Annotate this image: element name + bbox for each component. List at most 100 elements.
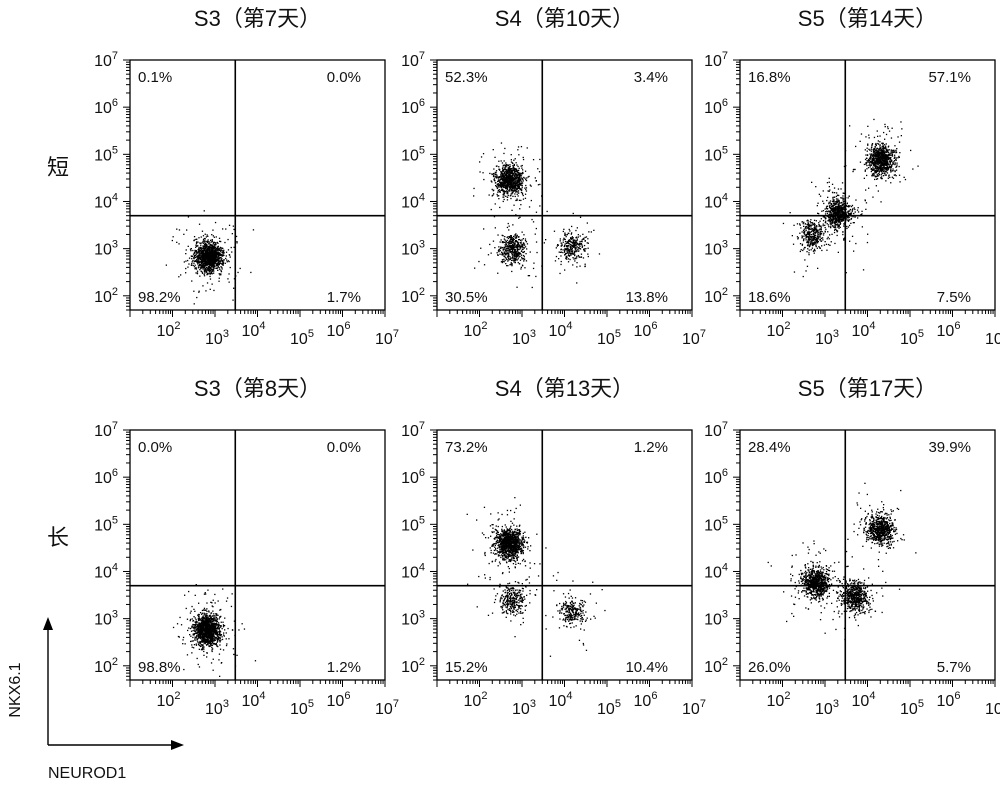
- event-dot: [838, 228, 839, 229]
- event-dot: [221, 249, 222, 250]
- event-dot: [502, 183, 503, 184]
- event-dot: [186, 249, 187, 250]
- event-dot: [501, 186, 502, 187]
- event-dot: [560, 240, 561, 241]
- event-dot: [504, 175, 505, 176]
- event-dot: [517, 149, 518, 150]
- scatter-panel: S4（第10天）52.3%3.4%30.5%13.8%1021021031031…: [401, 6, 706, 348]
- event-dot: [573, 246, 574, 247]
- event-dot: [221, 267, 222, 268]
- x-tick-label: 105: [597, 328, 621, 348]
- event-dot: [522, 265, 523, 266]
- event-dot: [508, 170, 509, 171]
- event-dot: [817, 268, 818, 269]
- event-dot: [819, 194, 820, 195]
- event-dot: [827, 208, 828, 209]
- event-dot: [580, 217, 581, 218]
- event-dot: [559, 273, 560, 274]
- event-dot: [882, 143, 883, 144]
- event-dot: [830, 222, 831, 223]
- event-dot: [877, 164, 878, 165]
- event-dot: [896, 164, 897, 165]
- event-dot: [498, 179, 499, 180]
- event-dot: [522, 182, 523, 183]
- event-dot: [515, 250, 516, 251]
- event-dot: [887, 172, 888, 173]
- event-dot: [827, 211, 828, 212]
- event-dot: [888, 168, 889, 169]
- event-dot: [884, 155, 885, 156]
- event-dot: [522, 252, 523, 253]
- event-dot: [221, 271, 222, 272]
- event-dot: [218, 256, 219, 257]
- event-dot: [218, 260, 219, 261]
- event-dot: [802, 221, 803, 222]
- event-dot: [865, 149, 866, 150]
- event-dot: [579, 241, 580, 242]
- event-dot: [523, 177, 524, 178]
- event-dot: [218, 261, 219, 262]
- event-dot: [208, 257, 209, 258]
- event-dot: [518, 154, 519, 155]
- event-dot: [883, 149, 884, 150]
- event-dot: [502, 162, 503, 163]
- event-dot: [215, 244, 216, 245]
- event-dot: [875, 170, 876, 171]
- event-dot: [890, 164, 891, 165]
- y-tick-label: 107: [401, 50, 425, 70]
- event-dot: [828, 217, 829, 218]
- event-dot: [187, 260, 188, 261]
- event-dot: [522, 187, 523, 188]
- event-dot: [523, 199, 524, 200]
- event-dot: [567, 241, 568, 242]
- event-dot: [491, 209, 492, 210]
- event-dot: [894, 160, 895, 161]
- event-dot: [230, 267, 231, 268]
- event-dot: [588, 231, 589, 232]
- event-dot: [880, 153, 881, 154]
- event-dot: [885, 154, 886, 155]
- event-dot: [872, 197, 873, 198]
- event-dot: [502, 168, 503, 169]
- event-dot: [889, 175, 890, 176]
- event-dot: [215, 222, 216, 223]
- event-dot: [493, 149, 494, 150]
- event-dot: [517, 246, 518, 247]
- event-dot: [874, 174, 875, 175]
- event-dot: [179, 229, 180, 230]
- event-dot: [195, 257, 196, 258]
- event-dot: [219, 250, 220, 251]
- event-dot: [884, 163, 885, 164]
- event-dot: [185, 261, 186, 262]
- event-dot: [848, 206, 849, 207]
- event-dot: [830, 208, 831, 209]
- event-dot: [866, 160, 867, 161]
- event-dot: [494, 247, 495, 248]
- event-dot: [899, 157, 900, 158]
- event-dot: [842, 209, 843, 210]
- event-dot: [569, 259, 570, 260]
- event-dot: [214, 260, 215, 261]
- event-dot: [586, 236, 587, 237]
- event-dot: [837, 208, 838, 209]
- event-dot: [517, 250, 518, 251]
- event-dot: [518, 185, 519, 186]
- event-dot: [826, 200, 827, 201]
- event-dot: [521, 190, 522, 191]
- event-dot: [912, 168, 913, 169]
- event-dot: [474, 268, 475, 269]
- event-dot: [495, 172, 496, 173]
- event-dot: [871, 147, 872, 148]
- event-dot: [513, 182, 514, 183]
- event-dot: [887, 159, 888, 160]
- event-dot: [835, 206, 836, 207]
- event-dot: [513, 242, 514, 243]
- event-dot: [193, 240, 194, 241]
- event-dot: [507, 250, 508, 251]
- event-dot: [526, 177, 527, 178]
- event-dot: [575, 258, 576, 259]
- event-dot: [568, 258, 569, 259]
- event-dot: [893, 178, 894, 179]
- event-dot: [842, 207, 843, 208]
- event-dot: [895, 150, 896, 151]
